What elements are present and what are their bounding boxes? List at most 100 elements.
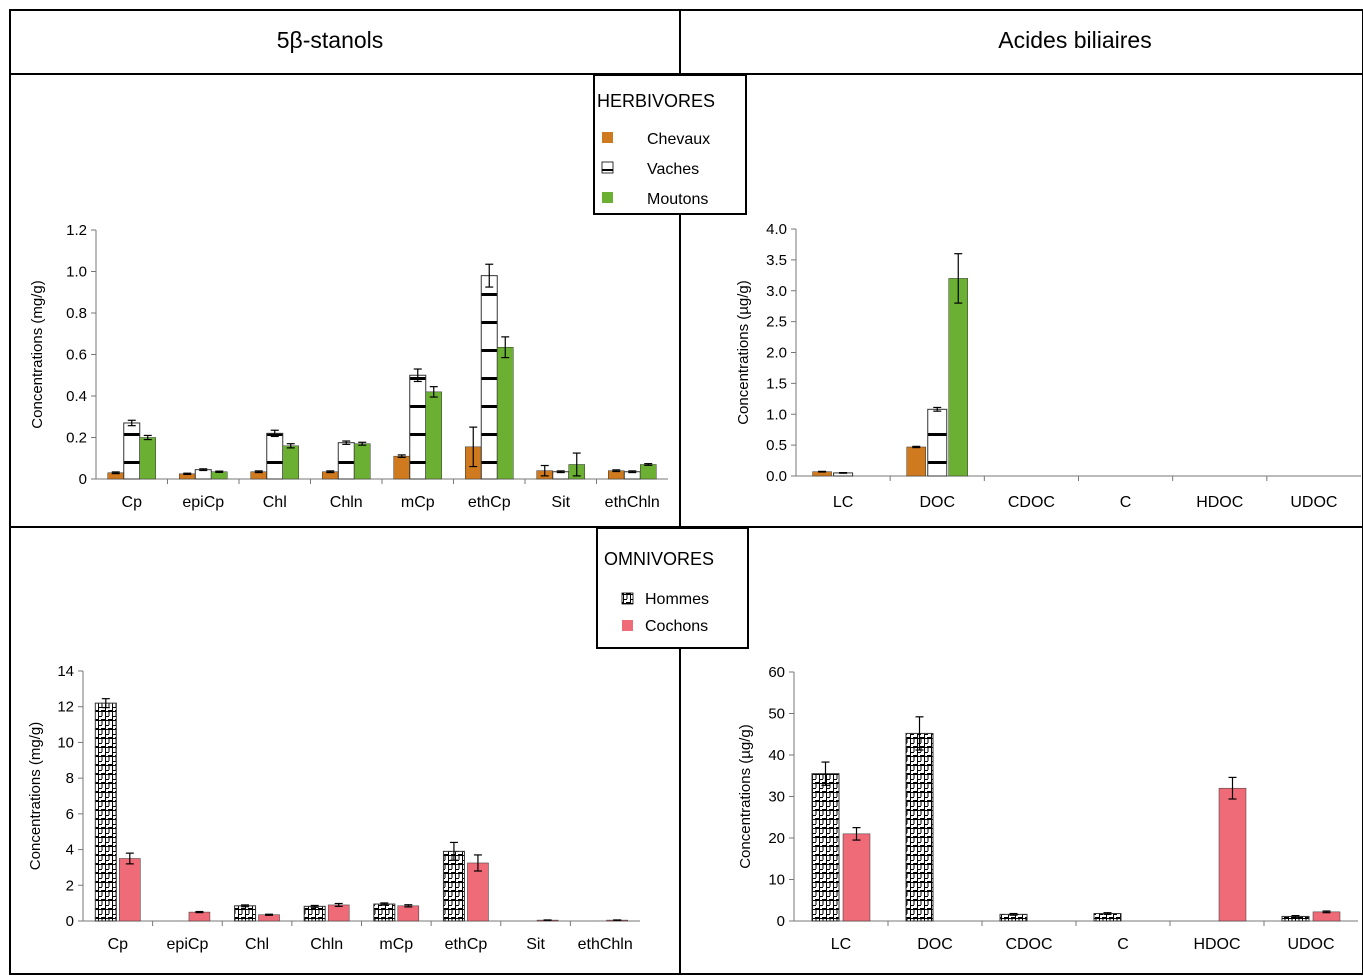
y-tick-label: 6 — [66, 806, 74, 823]
y-tick-label: 0.5 — [766, 437, 787, 454]
legend-swatch-cochons — [622, 620, 633, 631]
y-tick-label: 60 — [768, 664, 785, 681]
legend-omnivores: OMNIVORES Hommes Cochons — [596, 527, 749, 649]
chart-herbivores-stanols: 0 0.2 0.4 0.6 0.8 1.0 1.2 Concentrations (mg/g)… — [29, 222, 668, 511]
x-tick-label: ethChln — [578, 936, 633, 953]
bar-vaches — [266, 432, 284, 480]
x-tick-label: mCp — [401, 494, 435, 511]
y-tick-label: 4 — [66, 842, 74, 859]
y-tick-label: 50 — [768, 706, 785, 723]
y-axis-label: Concentrations (µg/g) — [737, 724, 754, 869]
y-tick-label: 8 — [66, 770, 74, 787]
chart-omnivores-bile-acids: 0 10 20 30 40 50 60 Concentrations (µg/g) LC DOC C… — [737, 664, 1358, 953]
legend-herbivores-box — [593, 74, 747, 215]
x-tick-label: Chln — [310, 936, 343, 953]
y-tick-label: 1.2 — [66, 222, 87, 239]
x-tick-label: mCp — [379, 936, 413, 953]
chart-omnivores-stanols: 0 2 4 6 8 10 12 14 Concentrations (mg/g) Cp epiCp C… — [27, 663, 640, 953]
x-tick-label: UDOC — [1290, 494, 1337, 511]
y-tick-label: 10 — [57, 734, 74, 751]
y-tick-label: 3.5 — [766, 252, 787, 269]
y-tick-label: 0.0 — [766, 468, 787, 485]
x-tick-label: C — [1117, 936, 1129, 953]
y-tick-label: 30 — [768, 789, 785, 806]
bar-moutons — [425, 391, 442, 480]
bar-vaches — [409, 374, 427, 480]
chart-herbivores-bile-acids: 0.0 0.5 1.0 1.5 2.0 2.5 3.0 3.5 4.0 Concentration… — [735, 221, 1361, 511]
y-tick-label: 12 — [57, 699, 74, 716]
legend-swatch-vaches — [601, 161, 614, 174]
bar-hommes — [442, 850, 465, 922]
bar-vaches — [480, 275, 498, 480]
y-tick-label: 0.8 — [66, 305, 87, 322]
y-tick-label: 2.5 — [766, 314, 787, 331]
legend-label-moutons: Moutons — [647, 191, 708, 208]
bar-moutons — [948, 278, 968, 477]
legend-herbivores: HERBIVORES Chevaux Vaches Moutons — [593, 74, 747, 215]
bar-moutons — [354, 443, 371, 480]
y-tick-label: 0.4 — [66, 388, 87, 405]
y-tick-label: 1.0 — [766, 406, 787, 423]
x-tick-label: CDOC — [1005, 936, 1052, 953]
bar-hommes — [303, 905, 326, 922]
x-tick-label: ethCp — [468, 494, 511, 511]
x-tick-label: Cp — [108, 936, 129, 953]
bar-hommes — [94, 702, 117, 922]
bar-moutons — [282, 445, 299, 480]
legend-label-chevaux: Chevaux — [647, 131, 710, 148]
bar-cochons — [467, 862, 489, 922]
outer-border — [9, 9, 1363, 975]
legend-swatch-chevaux — [602, 132, 613, 143]
bar-moutons — [139, 437, 156, 480]
bar-hommes — [811, 773, 840, 922]
x-tick-label: DOC — [917, 936, 953, 953]
bar-cochons — [397, 905, 420, 922]
x-tick-label: Chl — [245, 936, 269, 953]
x-tick-label: ethChln — [605, 494, 660, 511]
x-tick-label: Chl — [263, 494, 287, 511]
x-tick-label: LC — [831, 936, 851, 953]
x-tick-label: Sit — [551, 494, 570, 511]
x-tick-label: epiCp — [167, 936, 209, 953]
x-tick-label: UDOC — [1287, 936, 1334, 953]
legend-label-cochons: Cochons — [645, 618, 708, 635]
x-tick-label: Sit — [526, 936, 545, 953]
x-tick-label: DOC — [919, 494, 955, 511]
x-tick-label: LC — [833, 494, 853, 511]
legend-herbivores-title: HERBIVORES — [597, 91, 715, 111]
legend-label-vaches: Vaches — [647, 161, 699, 178]
bar-cochons — [327, 904, 350, 922]
y-tick-label: 0.2 — [66, 430, 87, 447]
y-tick-label: 2 — [66, 877, 74, 894]
y-axis-label: Concentrations (mg/g) — [29, 280, 46, 428]
bar-vaches — [123, 422, 141, 480]
legend-label-hommes: Hommes — [645, 591, 709, 608]
y-tick-label: 0 — [66, 913, 74, 930]
x-tick-label: epiCp — [182, 494, 224, 511]
x-tick-label: HDOC — [1196, 494, 1243, 511]
bar-hommes — [234, 905, 257, 922]
bar-hommes — [905, 732, 934, 922]
y-tick-label: 2.0 — [766, 345, 787, 362]
y-axis-label: Concentrations (mg/g) — [27, 722, 44, 870]
bar-chevaux — [906, 446, 926, 477]
y-tick-label: 3.0 — [766, 283, 787, 300]
y-tick-label: 40 — [768, 747, 785, 764]
legend-swatch-moutons — [602, 192, 613, 203]
bar-vaches — [337, 442, 355, 480]
y-tick-label: 0 — [79, 471, 87, 488]
x-tick-label: CDOC — [1008, 494, 1055, 511]
bar-moutons — [640, 464, 657, 480]
y-axis-label: Concentrations (µg/g) — [735, 280, 752, 425]
y-tick-label: 0.6 — [66, 347, 87, 364]
x-tick-label: ethCp — [445, 936, 488, 953]
header-bile-acids: Acides biliaires — [998, 27, 1151, 53]
bar-cochons — [119, 858, 141, 922]
x-tick-label: Cp — [122, 494, 143, 511]
header-stanols: 5β-stanols — [277, 27, 384, 53]
y-tick-label: 14 — [57, 663, 74, 680]
bar-chevaux — [393, 455, 410, 480]
y-tick-label: 0 — [777, 913, 785, 930]
bar-cochons — [188, 911, 211, 922]
